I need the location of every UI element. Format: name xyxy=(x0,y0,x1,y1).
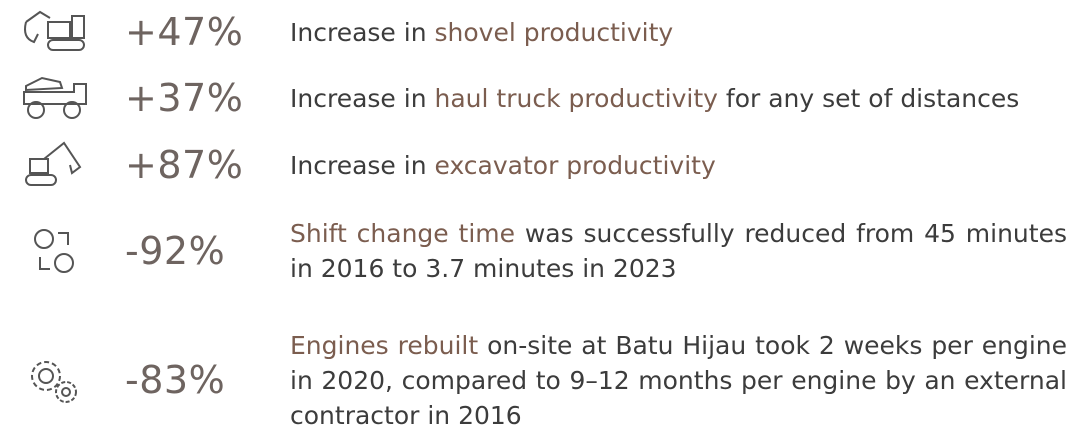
highlight-text: haul truck productivity xyxy=(434,83,718,113)
description: Increase in haul truck productivity for … xyxy=(290,81,1067,116)
stat-value: +87% xyxy=(125,143,244,187)
shift-icon xyxy=(15,227,95,275)
stat-value: +37% xyxy=(125,76,244,120)
description: Increase in excavator productivity xyxy=(290,148,1067,183)
stat-row: +87% Increase in excavator productivity xyxy=(0,141,1077,189)
highlight-text: Engines rebuilt xyxy=(290,330,479,360)
shovel-icon xyxy=(15,8,95,56)
highlight-text: shovel productivity xyxy=(434,17,674,47)
description: Engines rebuilt on-site at Batu Hijau to… xyxy=(290,328,1067,433)
text: for any set of distances xyxy=(725,83,1020,113)
description: Increase in shovel productivity xyxy=(290,15,1067,50)
gears-icon xyxy=(15,354,95,406)
text: was successfully reduced from 45 minutes… xyxy=(290,219,1067,283)
description: Shift change time was successfully reduc… xyxy=(290,216,1067,286)
stat-value: -92% xyxy=(125,229,226,273)
excavator-icon xyxy=(15,141,95,189)
highlight-text: excavator productivity xyxy=(434,150,716,180)
highlight-text: Shift change time xyxy=(290,219,515,248)
text: Increase in xyxy=(290,150,427,180)
stat-row: -83% Engines rebuilt on-site at Batu Hij… xyxy=(0,327,1077,433)
stat-row: +47% Increase in shovel productivity xyxy=(0,8,1077,56)
truck-icon xyxy=(15,74,95,122)
stat-value: -83% xyxy=(125,358,226,402)
stat-row: -92% Shift change time was successfully … xyxy=(0,215,1077,287)
stat-value: +47% xyxy=(125,10,244,54)
stat-row: +37% Increase in haul truck productivity… xyxy=(0,74,1077,122)
text: Increase in xyxy=(290,83,427,113)
text: on-site at Batu Hijau took 2 weeks per e… xyxy=(290,330,1068,430)
text: Increase in xyxy=(290,17,427,47)
